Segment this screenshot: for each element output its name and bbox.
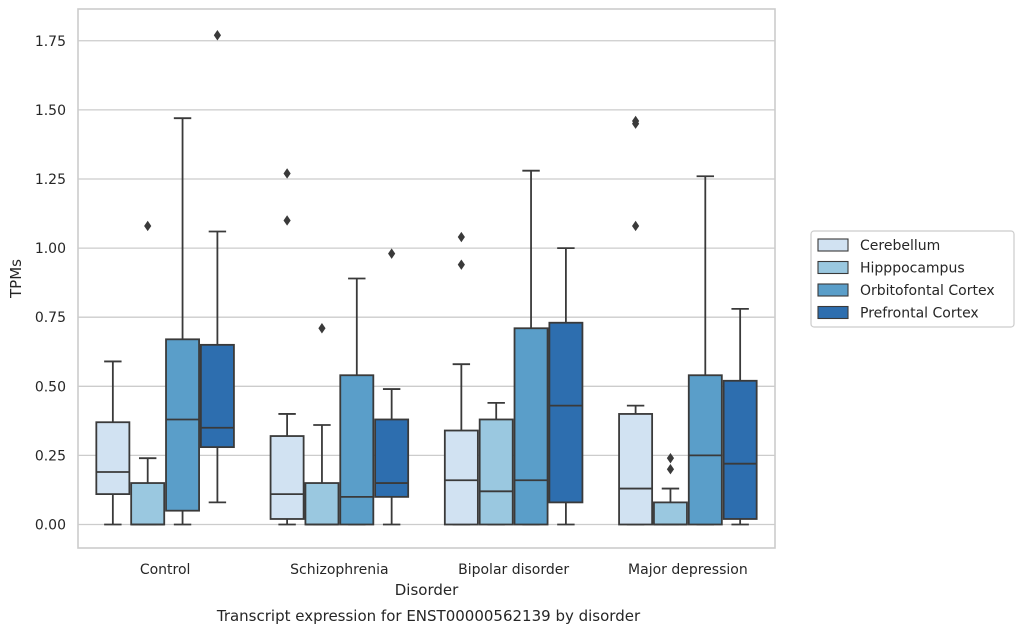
outlier-point: [666, 464, 675, 475]
box-body: [95, 421, 131, 496]
x-tick-label: Bipolar disorder: [458, 562, 569, 578]
box-hipppocampus: [304, 323, 340, 526]
y-tick-label: 1.00: [35, 241, 66, 257]
y-tick-label: 0.50: [35, 379, 66, 395]
outlier-point: [632, 115, 640, 127]
box-prefrontal-cortex: [374, 248, 410, 526]
box-prefrontal-cortex: [722, 308, 758, 526]
legend-label: Orbitofontal Cortex: [860, 283, 995, 299]
box-orbitofontal-cortex: [339, 277, 375, 526]
legend-swatch: [817, 305, 849, 320]
legend-frame: [810, 230, 1015, 328]
outlier-point: [144, 220, 152, 232]
box-body: [199, 343, 235, 449]
box-body: [165, 338, 200, 512]
box-body: [653, 501, 688, 526]
box-body: [478, 418, 514, 526]
y-tick-label: 0.00: [35, 518, 66, 534]
legend-swatch: [817, 260, 849, 275]
legend-label: Cerebellum: [860, 238, 940, 254]
plot-area: [95, 30, 758, 526]
box-orbitofontal-cortex: [513, 169, 549, 526]
box-body: [130, 482, 166, 526]
outlier-point: [213, 30, 221, 41]
y-tick-label: 1.50: [35, 103, 66, 119]
box-orbitofontal-cortex: [165, 117, 200, 526]
outlier-point: [457, 259, 465, 270]
y-tick-label: 0.25: [35, 448, 66, 464]
box-body: [618, 413, 654, 526]
y-axis-label: TPMs: [7, 259, 25, 299]
legend-swatch: [817, 283, 849, 297]
y-axis: 0.00 0.25 0.50 0.75 1.00 1.25 1.50 1.75: [35, 34, 66, 534]
legend-label: Hipppocampus: [860, 261, 965, 277]
plot-frame: [77, 8, 776, 549]
box-body: [548, 321, 584, 504]
y-tick-label: 1.75: [35, 34, 66, 50]
x-axis: Control Schizophrenia Bipolar disorder Majo…: [140, 562, 748, 578]
box-cerebellum: [618, 115, 654, 526]
outlier-point: [388, 248, 396, 259]
outlier-point: [666, 452, 675, 464]
chart-caption: Transcript expression for ENST0000056213…: [216, 607, 641, 625]
outlier-point: [283, 215, 291, 226]
box-body: [304, 482, 340, 526]
box-hipppocampus: [653, 452, 688, 526]
x-axis-label: Disorder: [395, 581, 459, 599]
box-cerebellum: [443, 231, 479, 526]
outlier-point: [318, 323, 326, 334]
legend-label: Prefrontal Cortex: [860, 306, 979, 322]
box-body: [722, 379, 758, 520]
box-body: [687, 374, 723, 526]
box-body: [269, 435, 305, 520]
box-hipppocampus: [130, 220, 166, 526]
box-prefrontal-cortex: [548, 247, 584, 526]
box-cerebellum: [269, 168, 305, 526]
box-orbitofontal-cortex: [687, 175, 723, 526]
legend: Cerebellum Hipppocampus Orbitofontal Corte…: [810, 230, 1015, 328]
legend-swatch: [817, 238, 849, 252]
x-tick-label: Major depression: [628, 562, 748, 578]
outlier-point: [457, 231, 465, 243]
box-body: [339, 374, 375, 526]
outlier-point: [632, 220, 640, 232]
y-tick-label: 0.75: [35, 310, 66, 326]
box-cerebellum: [95, 360, 131, 526]
box-body: [374, 418, 410, 498]
outlier-point: [283, 168, 291, 179]
x-tick-label: Control: [140, 562, 191, 578]
box-body: [443, 429, 479, 526]
box-hipppocampus: [478, 401, 514, 526]
x-tick-label: Schizophrenia: [290, 562, 388, 578]
box-body: [513, 327, 549, 526]
box-prefrontal-cortex: [199, 30, 235, 504]
y-tick-label: 1.25: [35, 172, 66, 188]
